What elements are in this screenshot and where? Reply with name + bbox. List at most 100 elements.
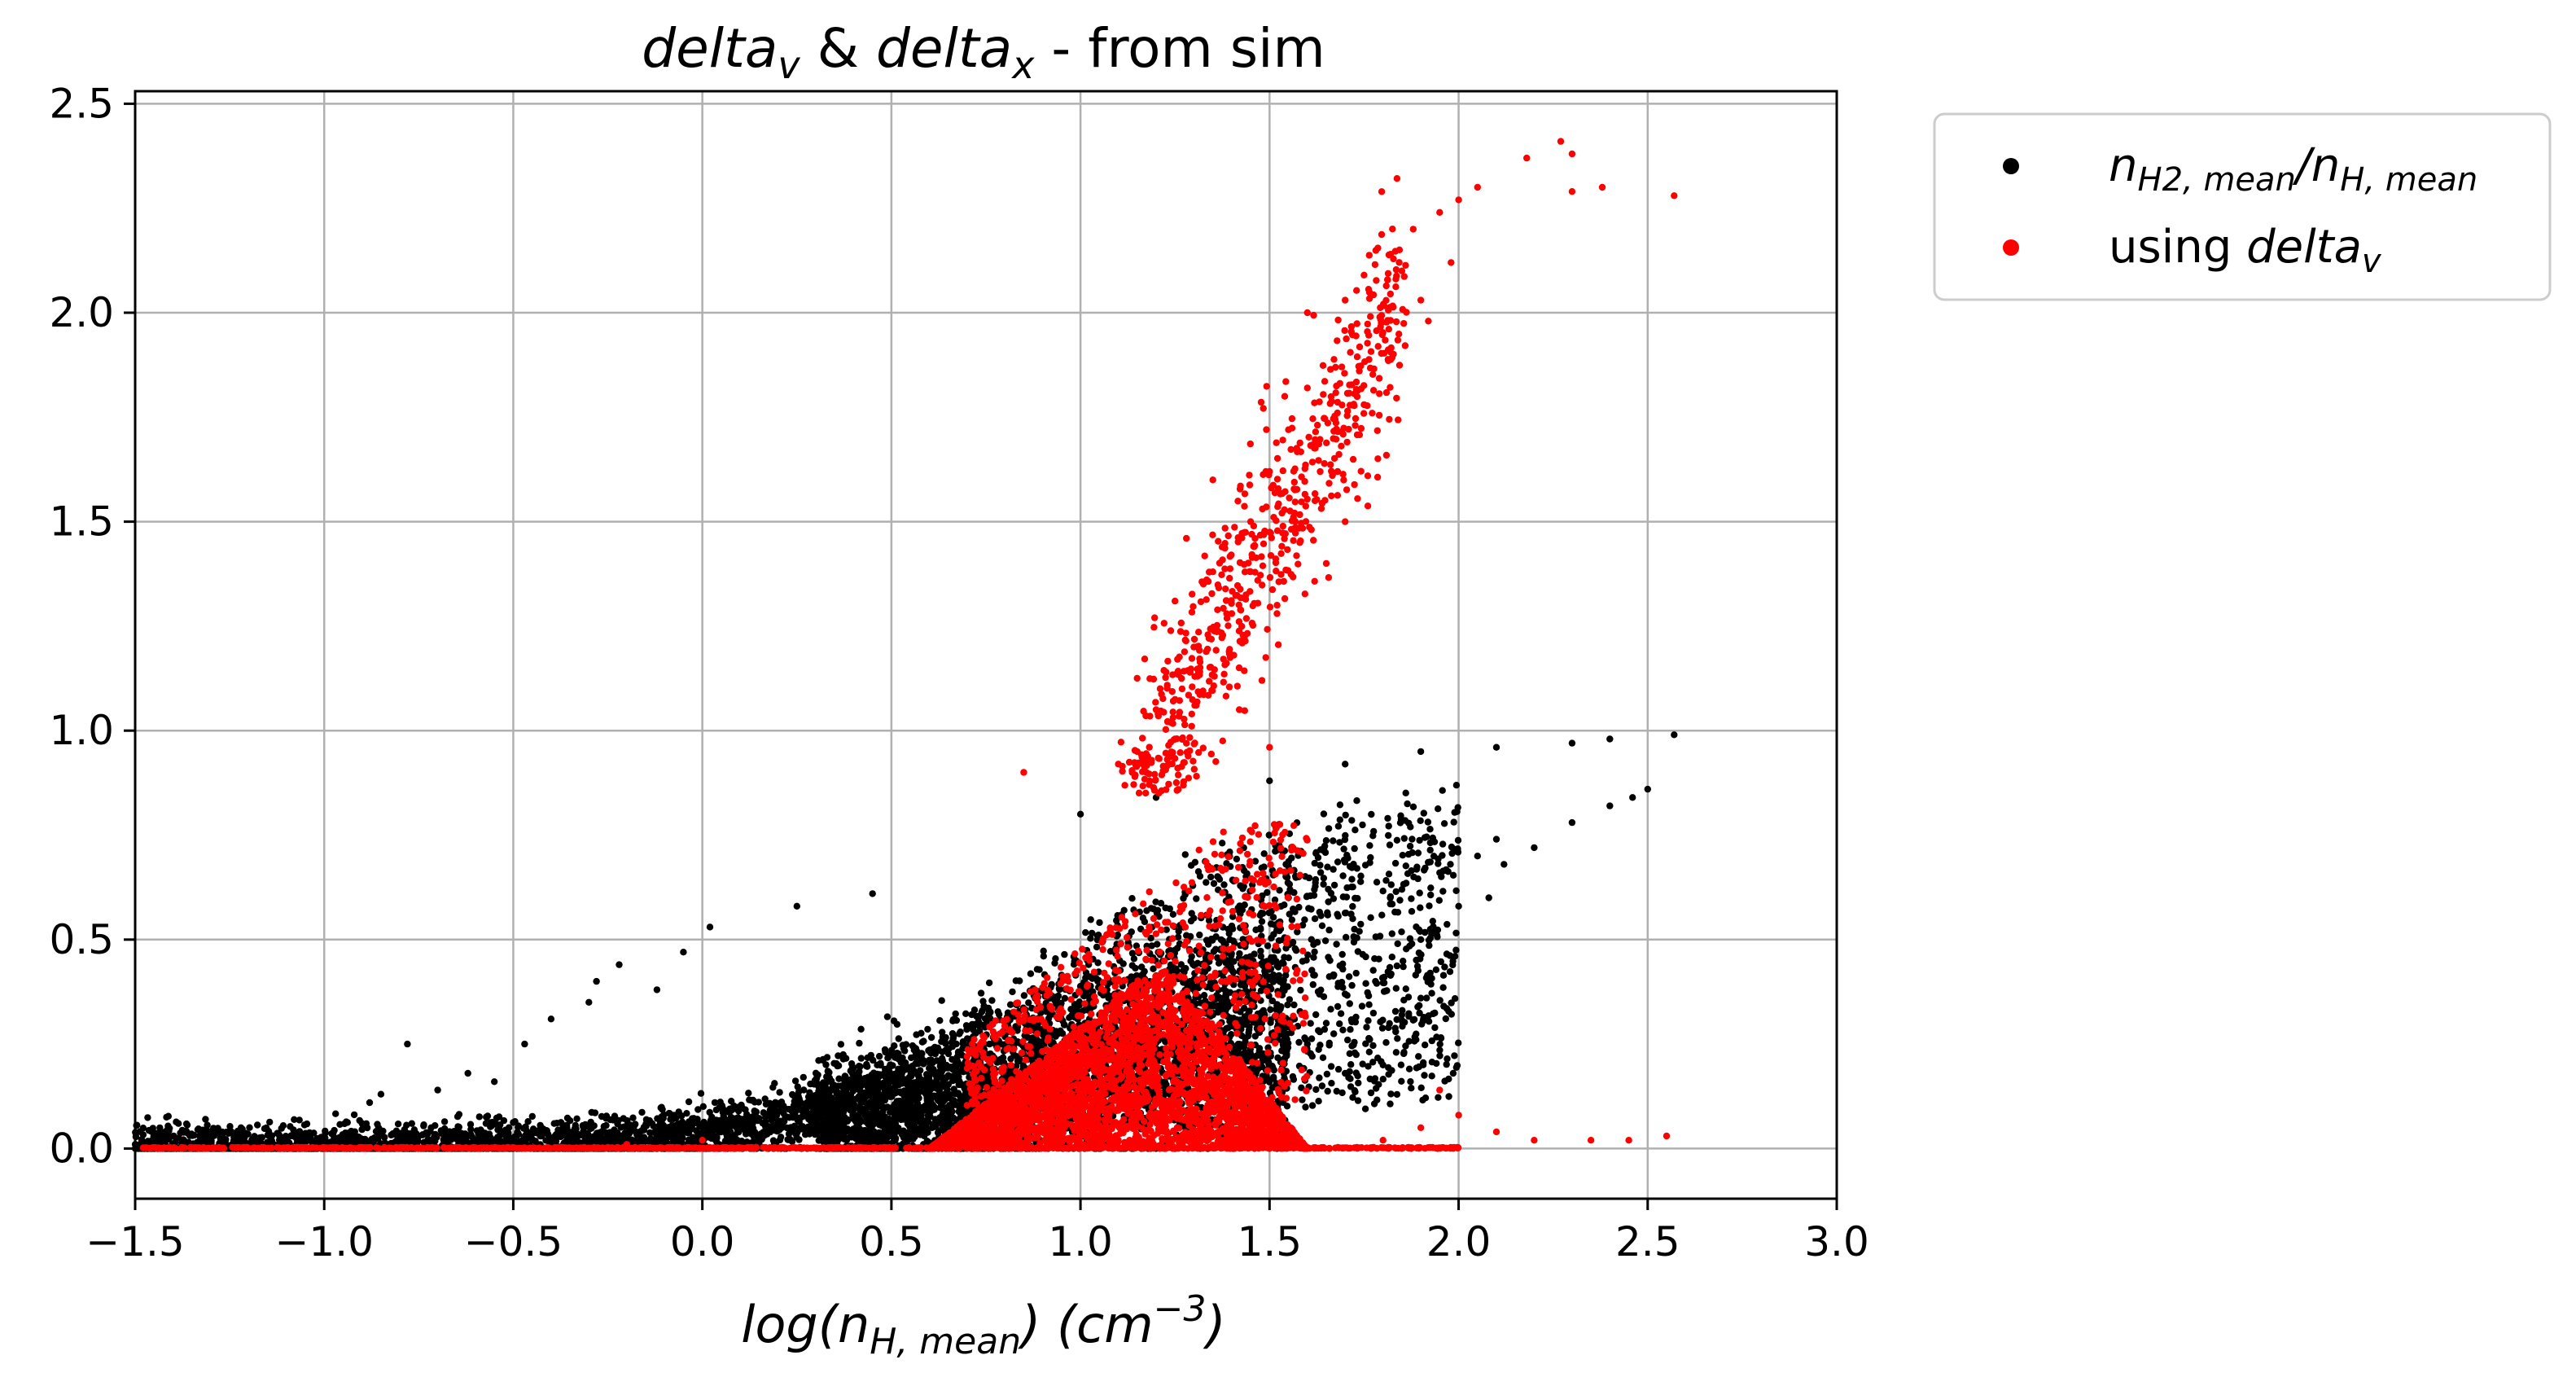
data-point <box>375 1125 383 1133</box>
data-point <box>591 1109 599 1116</box>
data-point <box>1319 847 1327 854</box>
data-point <box>988 997 996 1004</box>
data-point <box>1016 977 1023 985</box>
data-point <box>1241 901 1248 909</box>
data-point <box>1061 950 1068 958</box>
data-point <box>156 1133 164 1141</box>
data-point <box>1089 929 1096 937</box>
data-point <box>713 1133 721 1141</box>
data-point <box>1373 1096 1381 1103</box>
data-point <box>1353 934 1360 941</box>
data-point <box>1128 962 1137 969</box>
data-point <box>164 1122 172 1129</box>
data-point <box>622 1134 629 1142</box>
data-point <box>1339 872 1347 879</box>
data-point <box>1419 1017 1427 1024</box>
data-point <box>1175 928 1182 935</box>
data-point <box>1404 850 1413 858</box>
data-point <box>1385 871 1393 878</box>
data-point <box>1421 1072 1428 1079</box>
data-point <box>1203 879 1210 886</box>
data-point <box>1207 873 1215 881</box>
data-point <box>1372 933 1380 941</box>
data-point <box>519 1137 526 1144</box>
data-point <box>1307 1050 1315 1058</box>
data-point <box>1442 1015 1450 1023</box>
data-point <box>1352 894 1359 902</box>
data-point <box>1436 1052 1444 1059</box>
data-point <box>1439 888 1447 895</box>
data-point <box>679 1134 686 1142</box>
data-point <box>468 1134 476 1141</box>
data-point <box>796 1098 804 1105</box>
data-point <box>1334 913 1342 920</box>
data-point <box>1316 869 1325 876</box>
data-point <box>1448 999 1455 1007</box>
data-point <box>300 1121 309 1129</box>
data-point <box>795 1104 803 1112</box>
data-point <box>590 1122 598 1129</box>
data-point <box>1169 910 1177 919</box>
data-point <box>1257 953 1265 960</box>
data-point <box>1365 1001 1373 1008</box>
data-point <box>1405 1037 1413 1045</box>
data-point <box>970 1007 979 1014</box>
data-point <box>1316 1074 1323 1081</box>
data-point <box>163 1113 170 1121</box>
data-point <box>1387 893 1395 901</box>
data-point <box>1246 1007 1253 1015</box>
data-point <box>1357 878 1365 885</box>
data-point <box>1316 908 1324 916</box>
data-point <box>1435 805 1442 813</box>
data-point <box>1426 941 1433 950</box>
data-point <box>596 1129 603 1137</box>
data-point <box>1371 955 1378 963</box>
data-point <box>1321 937 1330 945</box>
data-point <box>1369 1009 1378 1017</box>
data-point <box>689 1134 697 1141</box>
data-point <box>542 1137 550 1144</box>
data-point <box>713 1138 721 1146</box>
data-point <box>1220 881 1228 888</box>
data-point <box>427 1124 435 1132</box>
data-point <box>550 1120 558 1127</box>
data-point <box>771 1080 778 1087</box>
data-point <box>1087 916 1094 923</box>
data-point <box>1317 986 1325 993</box>
data-point <box>666 1110 673 1117</box>
data-point <box>1424 818 1432 826</box>
data-point <box>1323 1070 1331 1078</box>
data-point <box>562 1131 569 1139</box>
data-point <box>1365 1034 1373 1042</box>
data-point <box>156 1124 164 1132</box>
data-point <box>664 1133 672 1141</box>
data-point <box>1443 1005 1451 1012</box>
data-point <box>483 1113 490 1121</box>
data-point <box>1445 1075 1452 1083</box>
data-point <box>1299 921 1307 929</box>
data-point <box>1229 968 1238 976</box>
data-point <box>1431 1024 1439 1032</box>
data-point <box>1327 1063 1335 1070</box>
data-point <box>570 1132 577 1139</box>
data-point <box>808 1099 816 1107</box>
data-point <box>602 1115 610 1122</box>
data-point <box>1400 997 1408 1004</box>
data-point <box>1267 1006 1274 1014</box>
data-point <box>1408 908 1416 915</box>
data-point <box>776 1089 783 1096</box>
data-point <box>1449 1069 1457 1077</box>
data-point <box>1435 897 1444 904</box>
data-point <box>1402 879 1410 887</box>
data-point <box>1119 960 1127 967</box>
data-point <box>1334 858 1342 866</box>
data-point <box>606 1129 614 1136</box>
data-point <box>1412 972 1420 979</box>
data-point <box>1346 1000 1354 1007</box>
data-point <box>1269 914 1277 921</box>
data-point <box>1233 855 1241 863</box>
data-point <box>1286 910 1294 918</box>
data-point <box>1428 1072 1435 1080</box>
data-point <box>977 989 985 997</box>
data-point <box>962 1010 970 1018</box>
